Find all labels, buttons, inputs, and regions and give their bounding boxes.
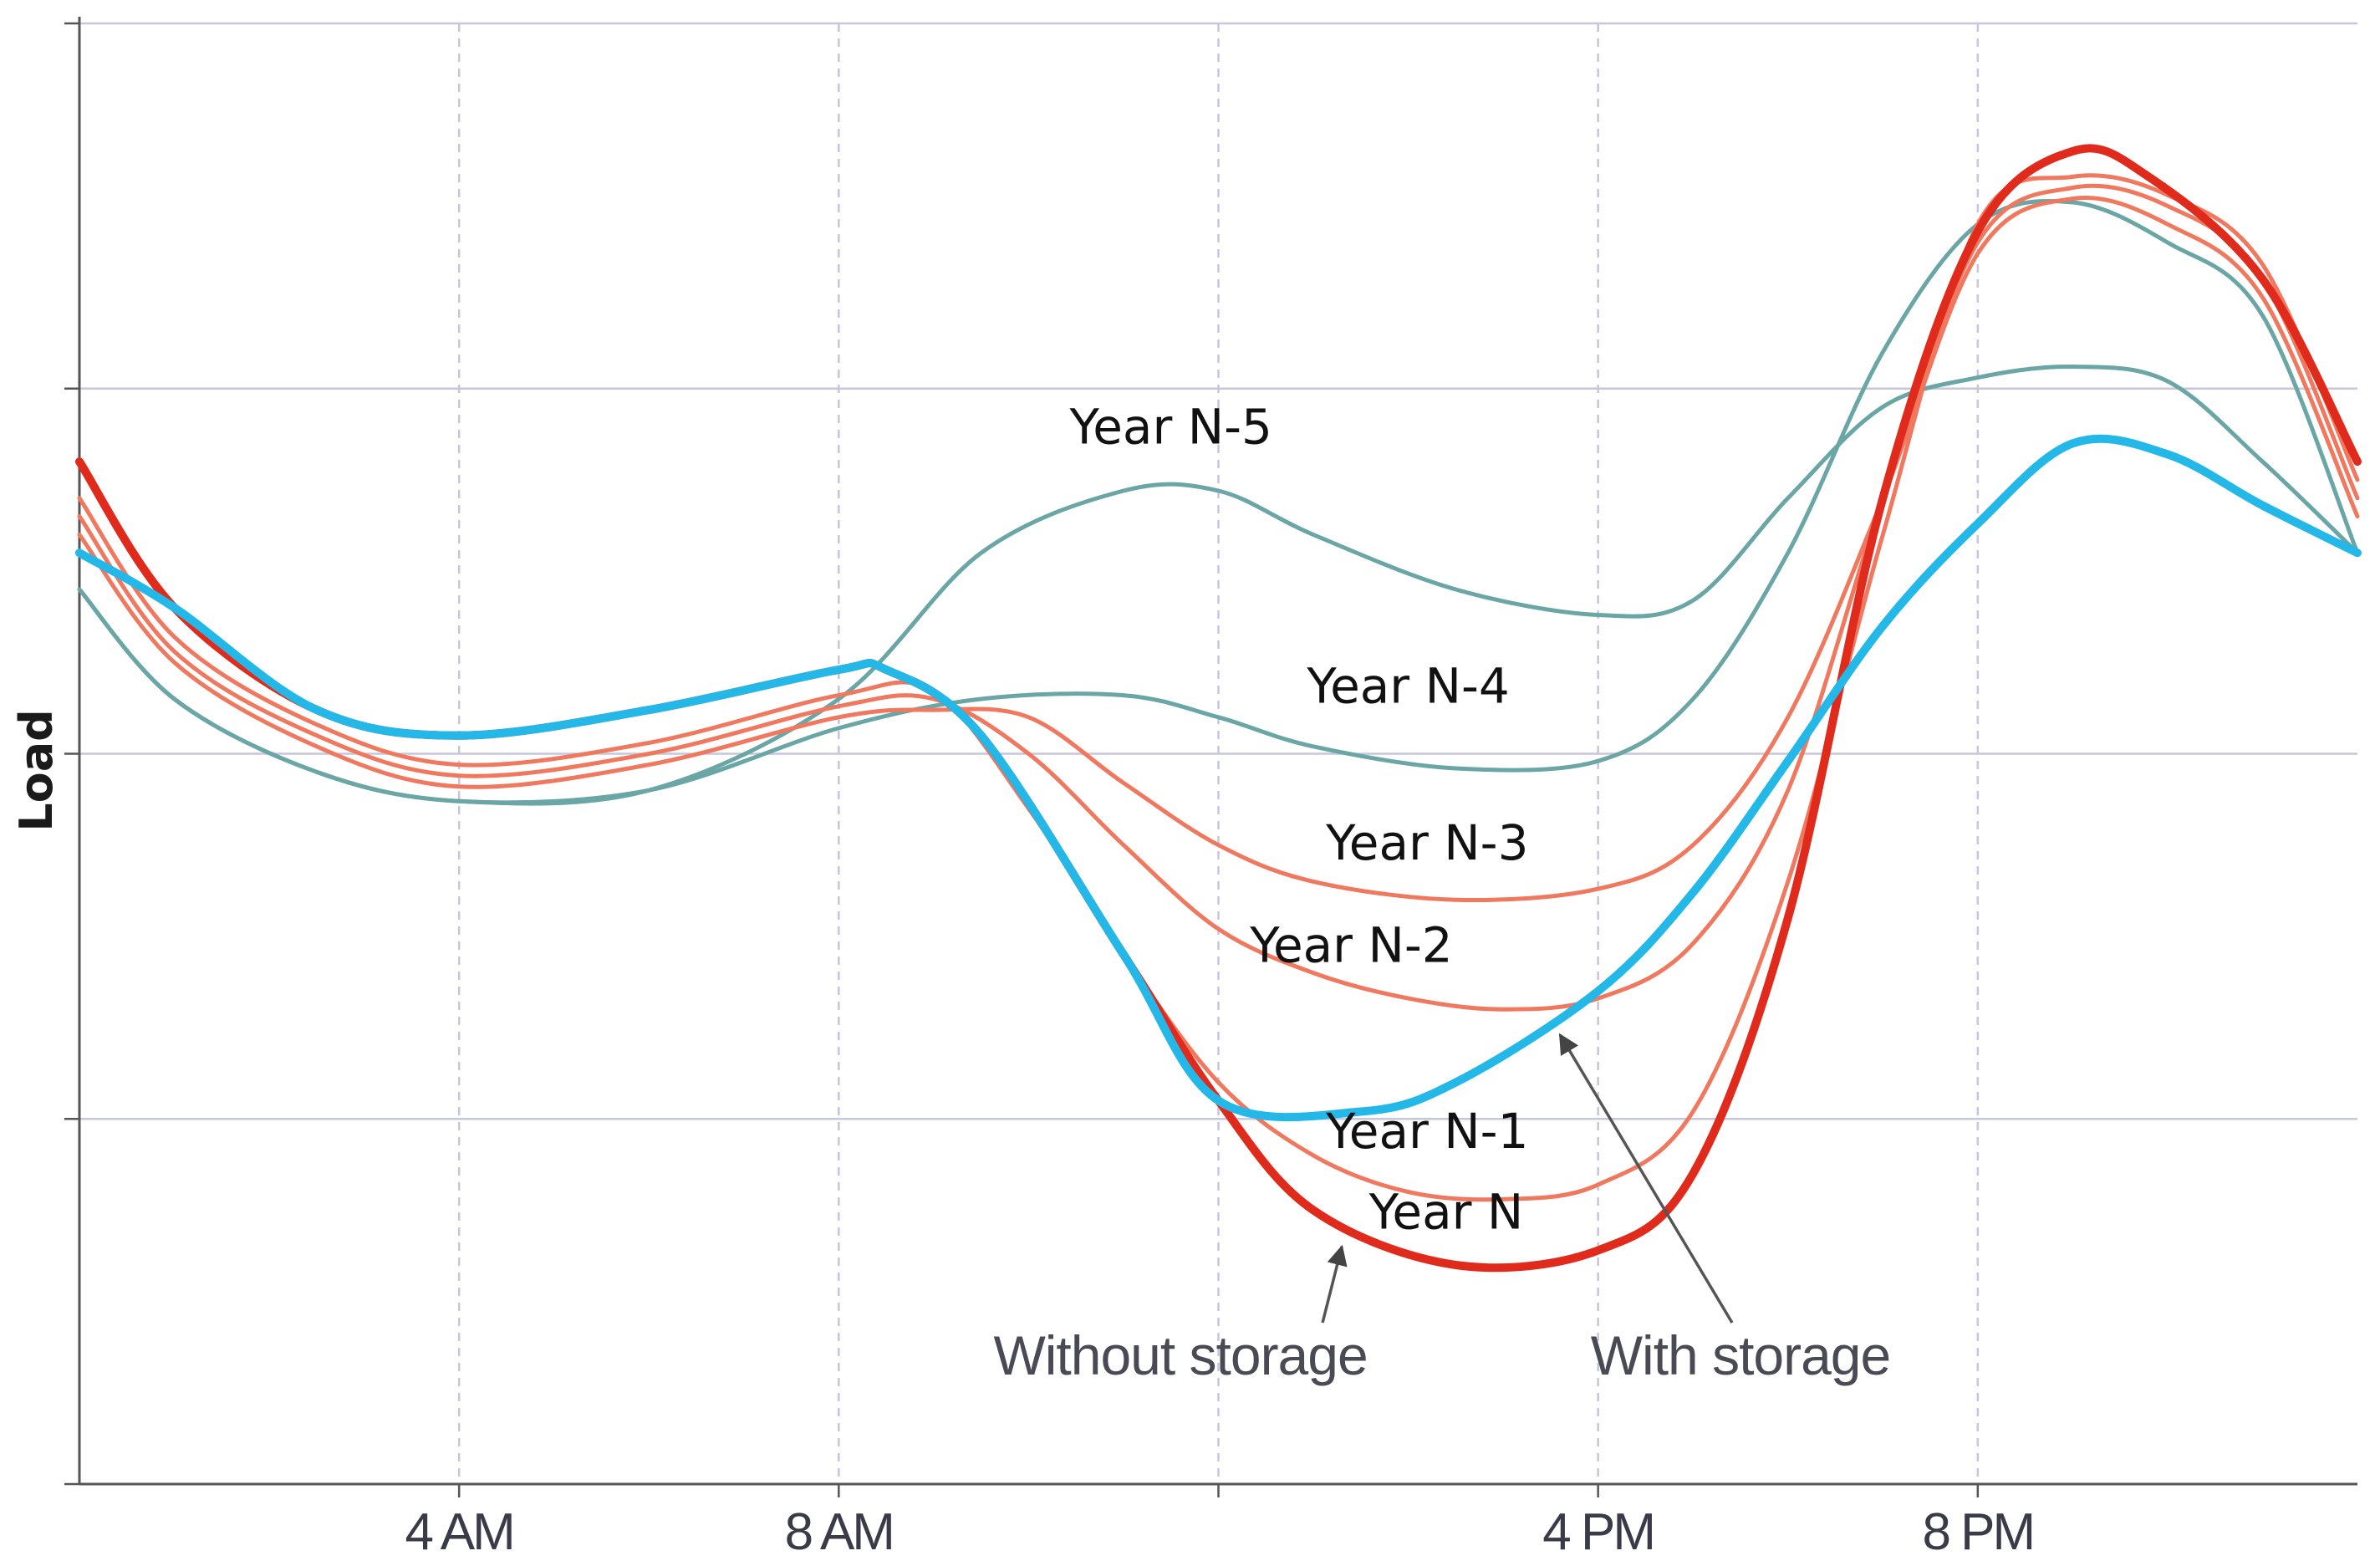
x-tick-label: 8 AM — [785, 1503, 893, 1561]
x-tick-label: 4 PM — [1542, 1503, 1654, 1561]
annotation-without-storage: Without storage — [993, 1324, 1367, 1386]
label-year-n-5: Year N-5 — [1069, 398, 1272, 455]
label-year-n-3: Year N-3 — [1325, 814, 1528, 871]
arrow-with-storage — [1558, 1033, 1734, 1324]
series-line-year-n-4 — [77, 198, 2360, 805]
annotation-with-storage: With storage — [1591, 1324, 1890, 1386]
annotations: Year N-5 Year N-4 Year N-3 Year N-2 Year N-1… — [993, 398, 1891, 1386]
series-line-with-storage — [75, 434, 2362, 1122]
x-tick-label: 4 AM — [405, 1503, 513, 1561]
label-year-n-1: Year N-1 — [1325, 1103, 1528, 1160]
series-line-year-n-3 — [77, 195, 2360, 903]
label-year-n: Year N — [1368, 1183, 1524, 1240]
grid — [79, 22, 2357, 1484]
label-year-n-4: Year N-4 — [1306, 657, 1509, 714]
series-line-year-n-2 — [77, 183, 2360, 1012]
series — [75, 144, 2362, 1273]
arrow-without-storage — [1321, 1244, 1348, 1324]
axes: 4 AM 8 AM 4 PM 8 PM — [64, 17, 2357, 1561]
y-axis-label: Load — [10, 709, 63, 832]
label-year-n-2: Year N-2 — [1249, 916, 1452, 973]
x-tick-label: 8 PM — [1922, 1503, 2033, 1561]
